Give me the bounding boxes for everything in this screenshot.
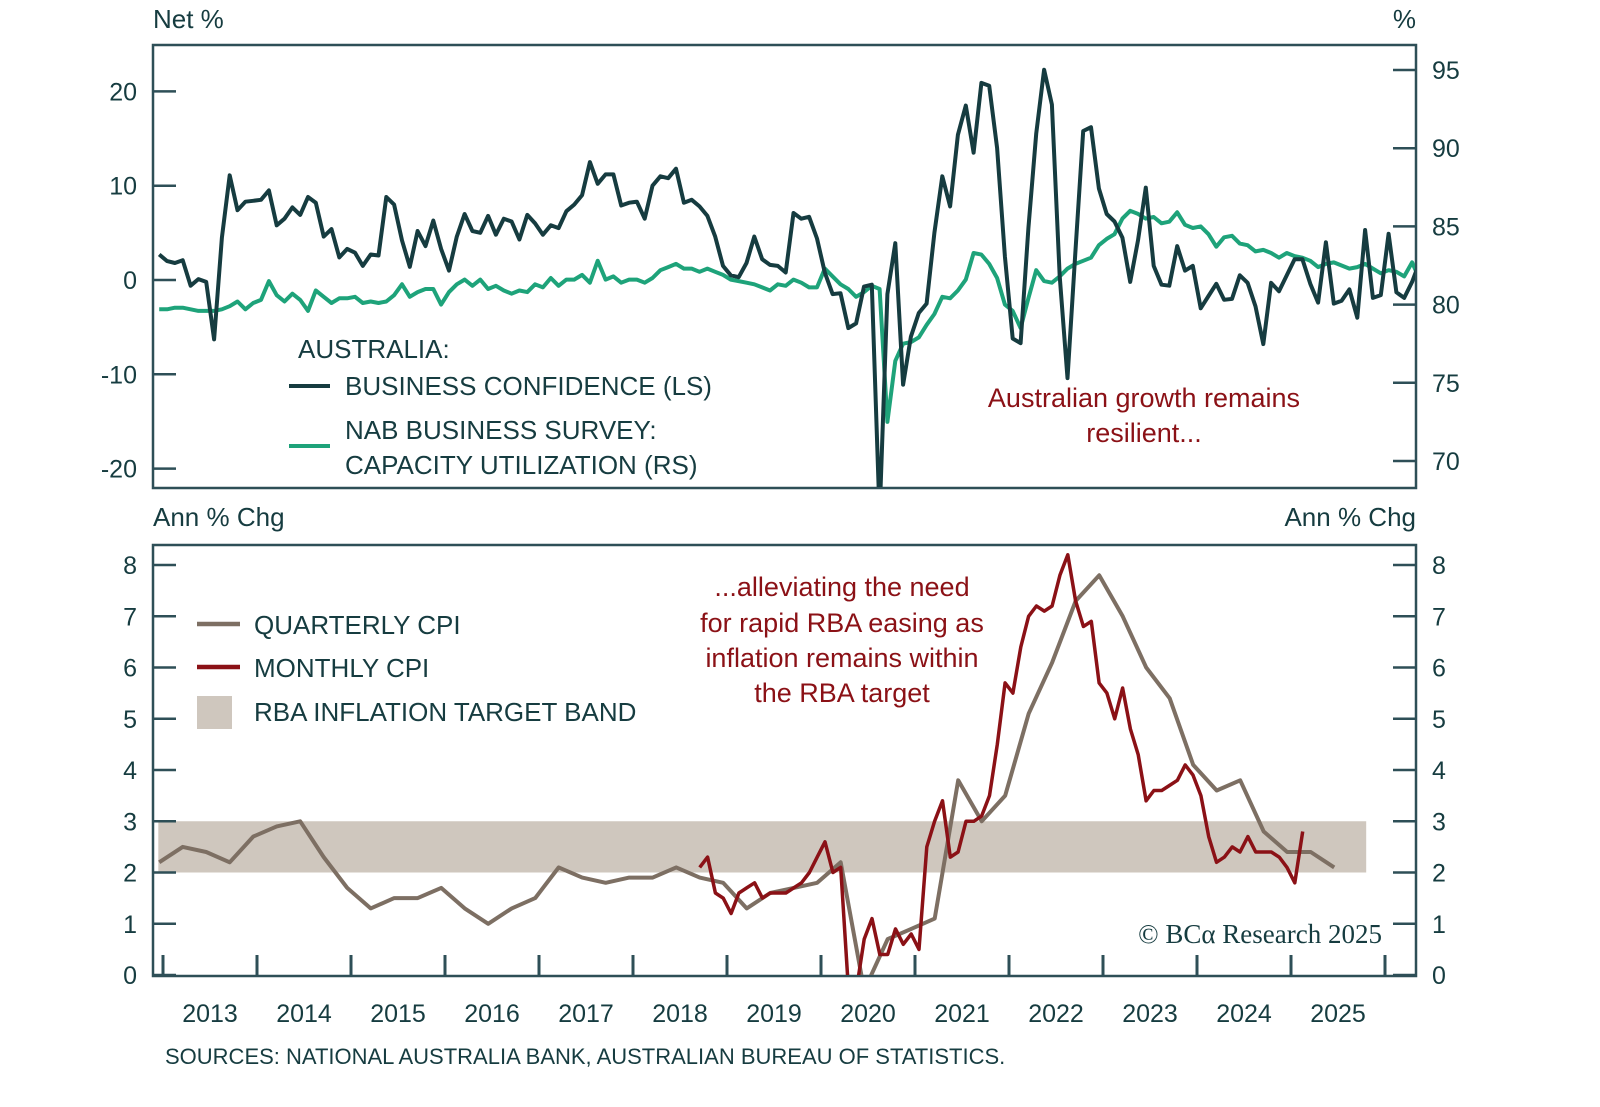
y-tick-label-right: 8: [1432, 552, 1446, 580]
copyright-notice: © BCα Research 2025: [1138, 919, 1382, 949]
legend-label-capacity-line1: NAB BUSINESS SURVEY:: [345, 415, 657, 445]
annotation-line-1: ...alleviating the need: [714, 572, 969, 602]
legend-label-target-band: RBA INFLATION TARGET BAND: [254, 697, 636, 727]
bottom-annotation: ...alleviating the need for rapid RBA ea…: [700, 572, 984, 708]
y-tick-label-left: 6: [123, 655, 137, 683]
top-right-unit-label: %: [1393, 4, 1416, 34]
y-tick-label: -10: [101, 361, 137, 389]
annotation-line-4: the RBA target: [754, 678, 930, 708]
y-tick-label-right: 6: [1432, 655, 1446, 683]
y-tick-label: 20: [109, 78, 137, 106]
top-legend-heading: AUSTRALIA:: [298, 334, 450, 364]
top-annotation: Australian growth remains resilient...: [988, 383, 1300, 448]
x-tick-label: 2020: [840, 1000, 896, 1028]
y-tick-label: 0: [123, 267, 137, 295]
rba-target-band: [158, 821, 1367, 873]
y-tick-label-left: 8: [123, 552, 137, 580]
series-capacity-utilization-line: [159, 208, 1415, 424]
legend-label-business-confidence: BUSINESS CONFIDENCE (LS): [345, 371, 712, 401]
x-tick-label: 2024: [1216, 1000, 1272, 1028]
bottom-plot-frame: [151, 543, 1418, 978]
y-tick-label: -20: [101, 456, 137, 484]
x-axis: 2013 2014 2015 2016 2017 2018 2019 2020 2021 2022…: [161, 955, 1387, 1028]
x-tick-label: 2019: [746, 1000, 802, 1028]
bottom-panel: Ann % Chg Ann % Chg 0 0 1 1 2 2 3 3 4 4 5 5 6 6 7 7 8 8 2…: [123, 502, 1446, 1028]
y-tick-label: 85: [1432, 213, 1460, 241]
y-tick-label: 90: [1432, 135, 1460, 163]
y-tick-label-right: 1: [1432, 911, 1446, 939]
y-tick-label: 10: [109, 173, 137, 201]
legend-label-capacity-line2: CAPACITY UTILIZATION (RS): [345, 450, 697, 480]
top-legend: AUSTRALIA: BUSINESS CONFIDENCE (LS) NAB …: [289, 334, 712, 480]
y-tick-label-right: 7: [1432, 603, 1446, 631]
x-tick-label: 2013: [182, 1000, 238, 1028]
series-business-confidence-line: [157, 67, 1415, 487]
y-tick-label: 70: [1432, 448, 1460, 476]
x-tick-label: 2014: [276, 1000, 332, 1028]
y-tick-label-right: 2: [1432, 860, 1446, 888]
y-tick-label-right: 0: [1432, 962, 1446, 990]
x-tick-label: 2017: [558, 1000, 614, 1028]
y-tick-label-right: 4: [1432, 757, 1446, 785]
legend-label-quarterly-cpi: QUARTERLY CPI: [254, 610, 461, 640]
y-tick-label-left: 2: [123, 860, 137, 888]
x-tick-label: 2015: [370, 1000, 426, 1028]
top-right-axis: 95 90 85 80 75 70: [1393, 57, 1460, 476]
series-monthly-cpi-line: [698, 553, 1305, 975]
bottom-right-unit-label: Ann % Chg: [1284, 502, 1416, 532]
bottom-y-axes: 0 0 1 1 2 2 3 3 4 4 5 5 6 6 7 7 8 8: [123, 552, 1446, 990]
x-tick-label: 2025: [1310, 1000, 1366, 1028]
y-tick-label-left: 7: [123, 603, 137, 631]
legend-label-monthly-cpi: MONTHLY CPI: [254, 653, 429, 683]
y-tick-label-left: 3: [123, 808, 137, 836]
y-tick-label-right: 3: [1432, 808, 1446, 836]
y-tick-label-left: 0: [123, 962, 137, 990]
bottom-left-unit-label: Ann % Chg: [153, 502, 285, 532]
annotation-line-2: resilient...: [1086, 418, 1202, 448]
sources-note: SOURCES: NATIONAL AUSTRALIA BANK, AUSTRA…: [165, 1044, 1005, 1069]
x-tick-label: 2016: [464, 1000, 520, 1028]
y-tick-label-right: 5: [1432, 706, 1446, 734]
top-panel: Net % % 20 10 0 -10 -20 95 90 85 80 75 70 AUSTRAL…: [101, 4, 1460, 490]
annotation-line-2: for rapid RBA easing as: [700, 608, 984, 638]
x-tick-label: 2021: [934, 1000, 990, 1028]
annotation-line-3: inflation remains within: [705, 643, 978, 673]
series-quarterly-cpi-line: [158, 573, 1336, 975]
top-plot-frame: [151, 43, 1418, 490]
y-tick-label: 80: [1432, 292, 1460, 320]
legend-swatch-target-band: [197, 696, 232, 729]
x-tick-label: 2018: [652, 1000, 708, 1028]
top-left-axis: 20 10 0 -10 -20: [101, 78, 176, 484]
annotation-line-1: Australian growth remains: [988, 383, 1300, 413]
top-left-unit-label: Net %: [153, 4, 224, 34]
y-tick-label: 75: [1432, 370, 1460, 398]
y-tick-label: 95: [1432, 57, 1460, 85]
y-tick-label-left: 4: [123, 757, 137, 785]
x-tick-label: 2023: [1122, 1000, 1178, 1028]
y-tick-label-left: 5: [123, 706, 137, 734]
bottom-legend: QUARTERLY CPI MONTHLY CPI RBA INFLATION …: [197, 610, 636, 729]
x-tick-label: 2022: [1028, 1000, 1084, 1028]
y-tick-label-left: 1: [123, 911, 137, 939]
